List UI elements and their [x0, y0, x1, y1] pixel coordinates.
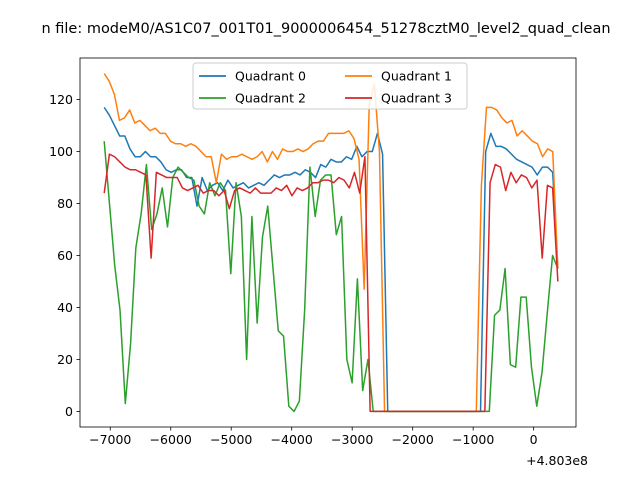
- x-tick-label: −7000: [89, 432, 131, 447]
- legend-label: Quadrant 0: [235, 69, 306, 84]
- legend-box: [192, 62, 468, 110]
- y-tick-label: 100: [49, 144, 73, 159]
- x-tick-label: −4000: [271, 432, 313, 447]
- x-tick-label: −6000: [150, 432, 192, 447]
- x-axis: −7000 −6000 −5000 −4000 −3000 −2000 −1000 0: [89, 427, 538, 447]
- legend-label: Quadrant 2: [235, 91, 306, 106]
- series-line-quadrant-0: [103, 106, 559, 413]
- legend-label: Quadrant 3: [381, 91, 452, 106]
- y-tick-label: 40: [57, 300, 73, 315]
- x-tick-label: −2000: [392, 432, 434, 447]
- x-tick-label: −1000: [452, 432, 494, 447]
- plot-frame: [79, 57, 577, 428]
- y-tick-label: 0: [65, 404, 73, 419]
- y-tick-label: 60: [57, 248, 73, 263]
- x-tick-label: −3000: [331, 432, 373, 447]
- y-tick-label: 80: [57, 196, 73, 211]
- legend: Quadrant 0 Quadrant 1 Quadrant 2 Quadrant 3: [192, 62, 468, 110]
- series-line-quadrant-3: [103, 153, 559, 413]
- y-tick-label: 120: [49, 92, 73, 107]
- x-axis-offset-label: +4.803e8: [526, 453, 588, 468]
- series-layer: [103, 73, 559, 413]
- y-axis: 0 20 40 60 80 100 120: [49, 92, 80, 419]
- chart-title: n file: modeM0/AS1C07_001T01_9000006454_…: [41, 21, 610, 37]
- series-line-quadrant-1: [103, 73, 559, 413]
- y-tick-label: 20: [57, 352, 73, 367]
- x-tick-label: −5000: [210, 432, 252, 447]
- legend-label: Quadrant 1: [381, 69, 452, 84]
- x-tick-label: 0: [530, 432, 538, 447]
